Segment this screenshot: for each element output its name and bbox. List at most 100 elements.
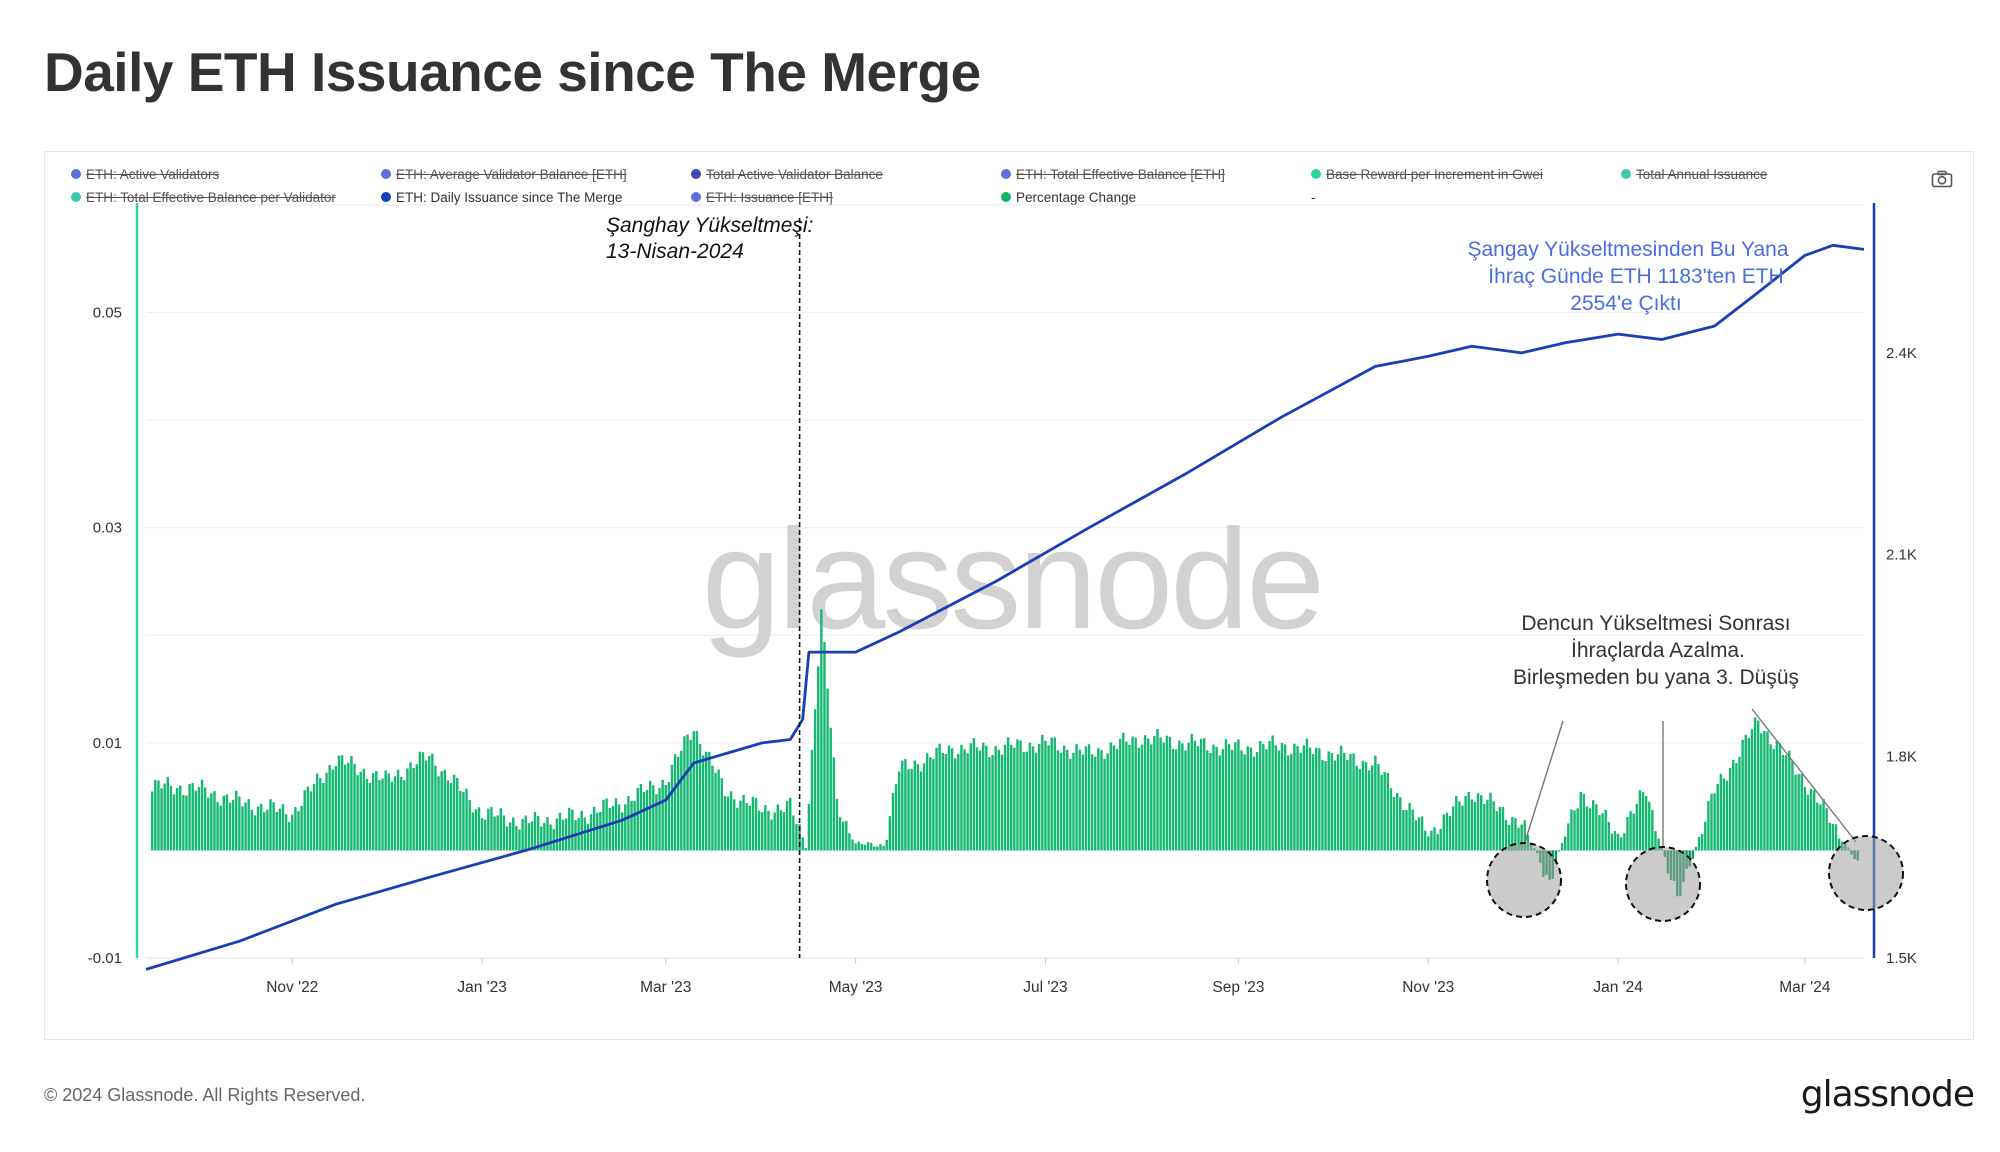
bar (1812, 790, 1816, 851)
bar (1209, 752, 1212, 851)
bar (789, 797, 792, 851)
bar (994, 746, 997, 851)
bar (1031, 746, 1035, 851)
bar (845, 820, 848, 851)
bar (1576, 808, 1579, 851)
bar (403, 780, 406, 851)
bar (1629, 811, 1632, 851)
bar (1613, 831, 1617, 851)
legend-item[interactable]: - (1311, 187, 1316, 207)
bar (1302, 745, 1305, 851)
legend-item[interactable]: ETH: Active Validators (71, 164, 219, 184)
legend-item[interactable]: Percentage Change (1001, 187, 1136, 207)
bar (1358, 769, 1362, 851)
page-title: Daily ETH Issuance since The Merge (44, 41, 981, 103)
bar (325, 772, 328, 851)
bar (1162, 742, 1165, 851)
bar (160, 788, 163, 851)
bar (490, 807, 493, 851)
bar (182, 795, 185, 851)
bar (1616, 833, 1620, 851)
bar (608, 807, 611, 851)
bar (256, 806, 260, 851)
bar (1128, 744, 1131, 851)
legend-dot-icon (1311, 169, 1321, 179)
bar (1747, 738, 1751, 851)
highlight-circle (1486, 842, 1562, 918)
bar (1707, 801, 1710, 851)
bar (1016, 739, 1019, 851)
bar (253, 815, 257, 851)
bar (910, 769, 913, 851)
bar (231, 799, 235, 851)
legend-item[interactable]: ETH: Daily Issuance since The Merge (381, 187, 622, 207)
legend-item[interactable]: Base Reward per Increment in Gwei (1311, 164, 1543, 184)
legend-item[interactable]: Total Annual Issuance (1621, 164, 1767, 184)
bar (1445, 812, 1449, 851)
bar (1564, 836, 1567, 851)
bar (997, 749, 1000, 851)
bar (901, 760, 904, 851)
bar (957, 753, 960, 851)
bar (1417, 817, 1421, 851)
bar (287, 821, 291, 851)
bar (988, 757, 991, 851)
bar (1178, 740, 1181, 851)
glassnode-logo[interactable]: glassnode (1800, 1074, 1975, 1115)
bar (1573, 810, 1576, 851)
bar (1199, 738, 1203, 851)
x-axis-tick-label: Mar '24 (1779, 979, 1831, 996)
bar (1760, 733, 1763, 851)
bar (493, 816, 496, 851)
camera-icon[interactable] (1931, 170, 1953, 188)
bar (281, 804, 285, 851)
x-axis-tick-label: Jan '24 (1593, 979, 1643, 996)
legend-item[interactable]: ETH: Issuance [ETH] (691, 187, 833, 207)
bar (1816, 802, 1819, 851)
bar (1423, 830, 1427, 851)
bar (1654, 831, 1657, 851)
bar (194, 790, 198, 851)
legend-item[interactable]: ETH: Total Effective Balance [ETH] (1001, 164, 1225, 184)
bar (944, 754, 948, 851)
bar (431, 753, 434, 851)
bar (244, 802, 247, 851)
bar (1174, 749, 1178, 851)
bar (1339, 745, 1343, 851)
bar (151, 791, 154, 851)
bar (362, 768, 366, 851)
bar (723, 796, 727, 851)
bar (521, 818, 524, 851)
legend-item[interactable]: ETH: Total Effective Balance per Validat… (71, 187, 336, 207)
legend-item[interactable]: ETH: Average Validator Balance [ETH] (381, 164, 627, 184)
bar (863, 844, 867, 851)
bar (1691, 850, 1695, 859)
bar (1700, 834, 1704, 851)
bar (879, 844, 882, 851)
bar (368, 782, 372, 851)
bar (935, 747, 938, 851)
bar (630, 801, 633, 851)
bar (953, 758, 957, 851)
bar (536, 816, 540, 851)
bar (925, 753, 929, 851)
bar (1315, 747, 1318, 851)
bar (611, 805, 615, 851)
bar (269, 799, 272, 851)
bar (1352, 753, 1355, 851)
bar (736, 807, 739, 851)
bar (941, 753, 944, 851)
bar (692, 731, 695, 851)
bar (1483, 803, 1486, 851)
bar (1249, 747, 1253, 851)
legend-item[interactable]: Total Active Validator Balance (691, 164, 883, 184)
bar (1255, 752, 1259, 851)
bar (1476, 793, 1480, 851)
bar (929, 757, 932, 851)
bar (1010, 744, 1013, 851)
bar (1087, 744, 1091, 851)
bar (505, 826, 509, 851)
bar (527, 823, 531, 851)
bar (1439, 828, 1442, 851)
bar (599, 811, 602, 851)
